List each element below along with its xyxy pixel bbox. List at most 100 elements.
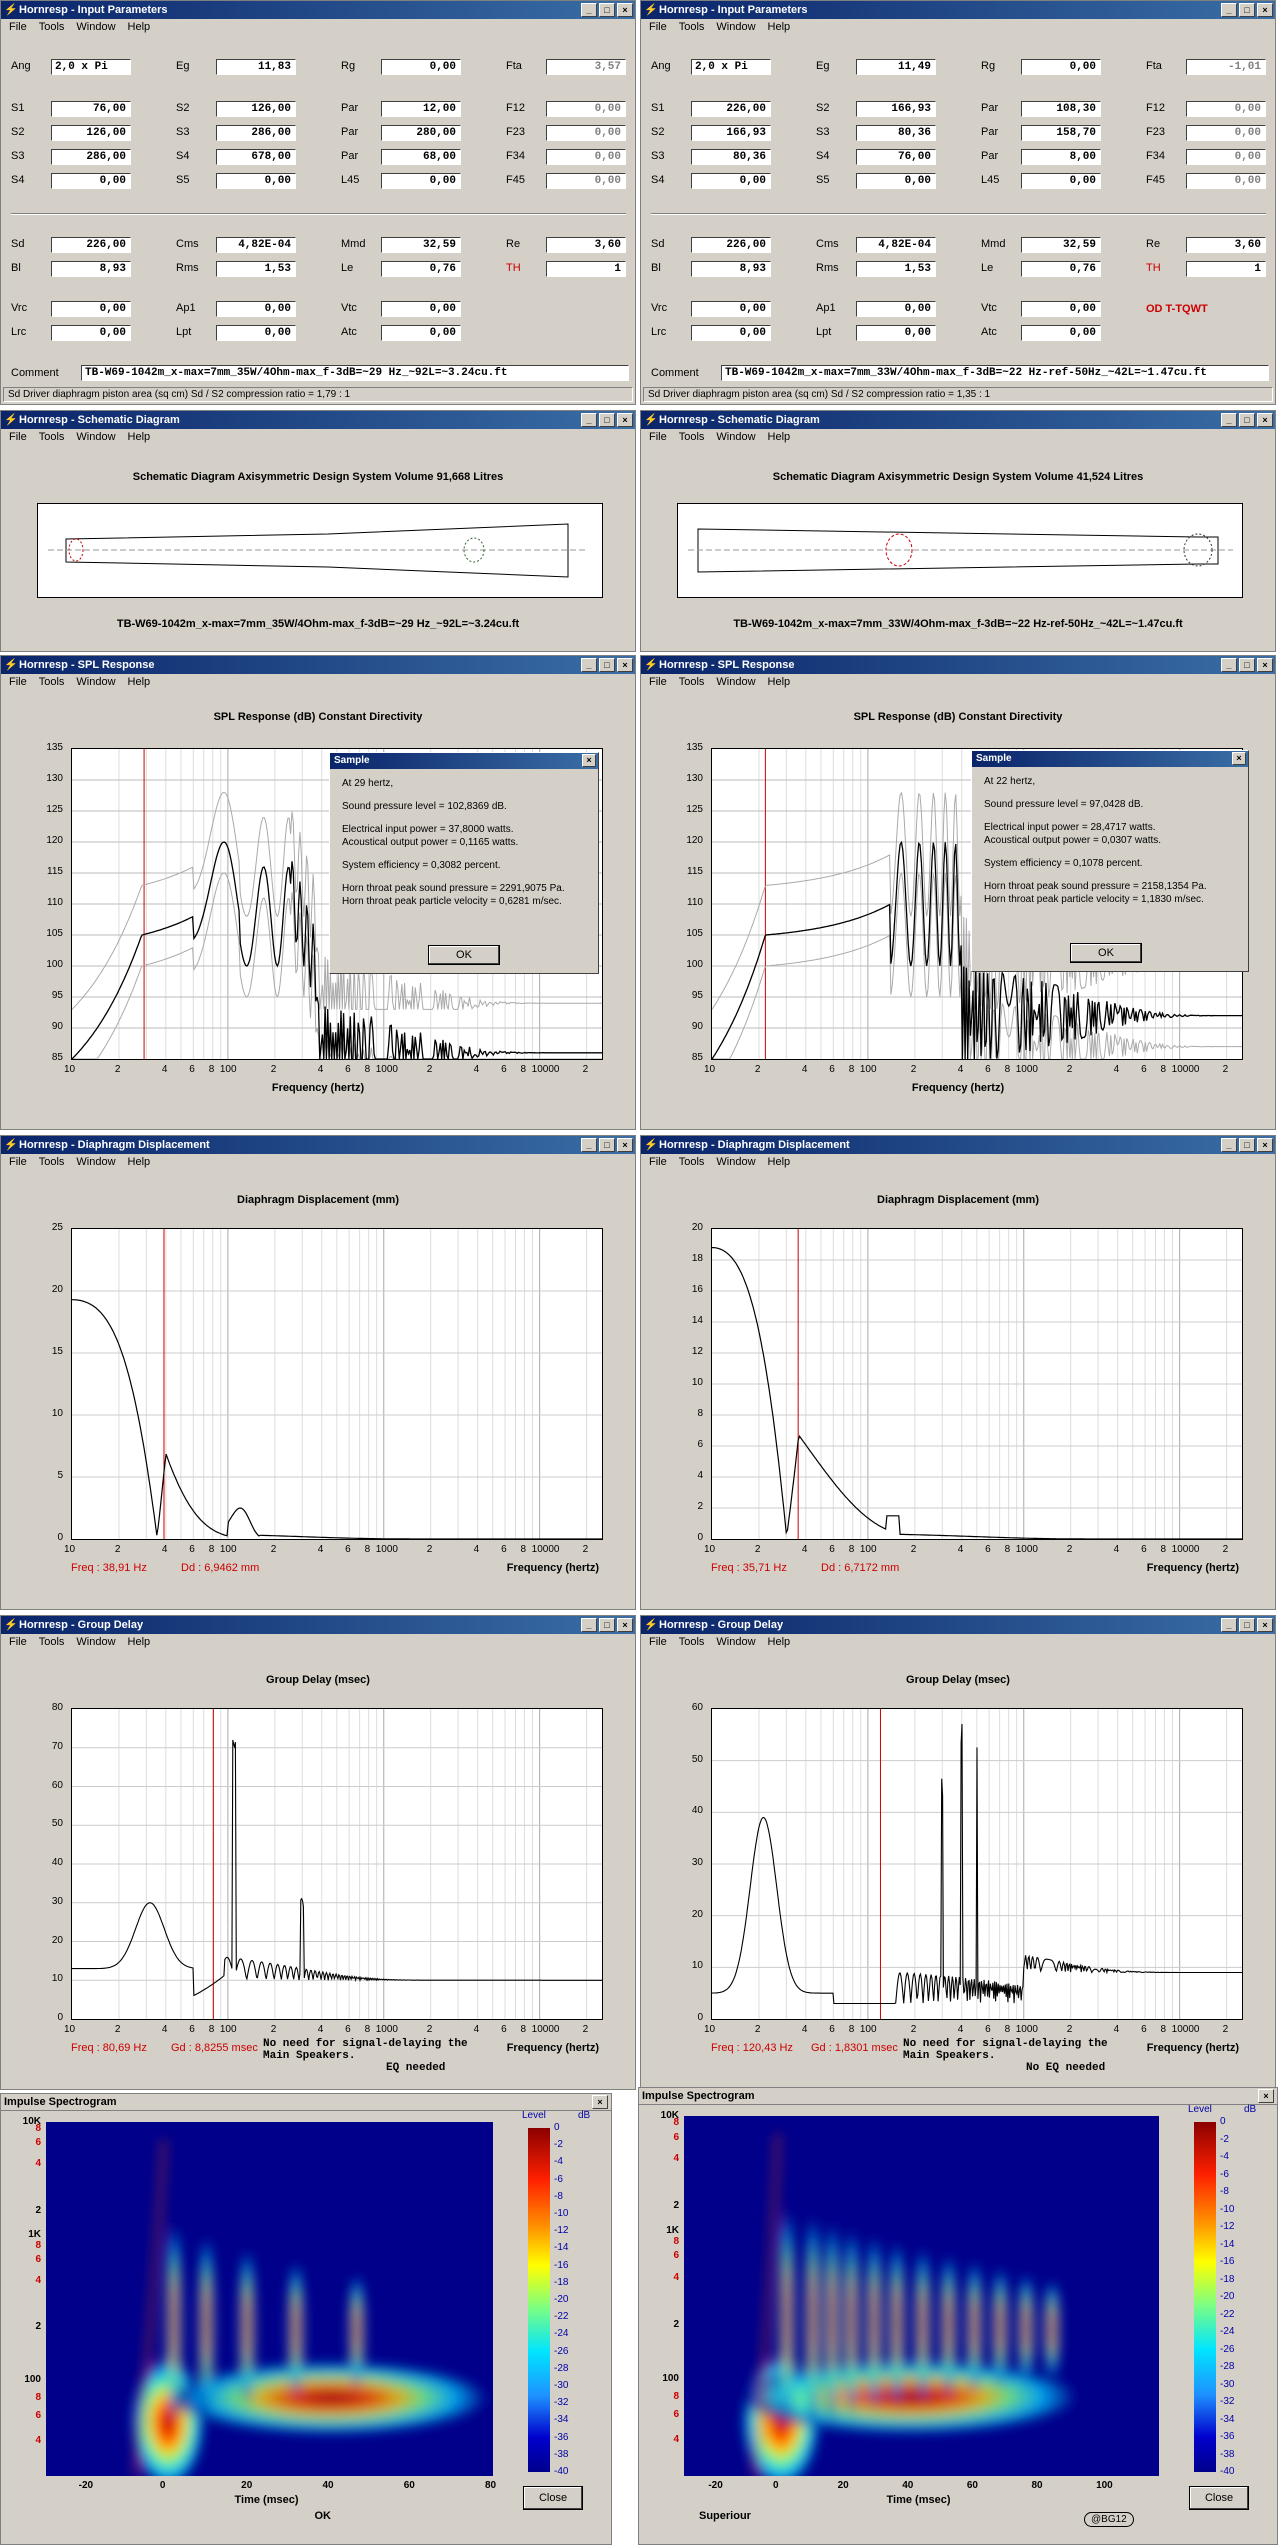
param-field[interactable]: 0,00 <box>691 301 771 317</box>
menu-item-window[interactable]: Window <box>76 431 116 443</box>
menu-item-tools[interactable]: Tools <box>38 1636 65 1648</box>
close-button[interactable]: × <box>592 2095 608 2109</box>
param-field[interactable]: 0,00 <box>381 301 461 317</box>
param-field[interactable]: 4,82E-04 <box>216 237 296 253</box>
param-field[interactable]: 108,30 <box>1021 101 1101 117</box>
param-field[interactable]: 226,00 <box>691 101 771 117</box>
maximize-button[interactable]: □ <box>1239 658 1255 672</box>
param-field[interactable]: 0,00 <box>216 325 296 341</box>
minimize-button[interactable]: _ <box>581 3 597 17</box>
menu-item-help[interactable]: Help <box>767 1636 791 1648</box>
dialog-close-button[interactable]: × <box>1232 752 1246 765</box>
param-field[interactable]: 68,00 <box>381 149 461 165</box>
menu-item-window[interactable]: Window <box>716 1156 756 1168</box>
menu-item-file[interactable]: File <box>9 431 27 443</box>
param-field[interactable]: 8,93 <box>51 261 131 277</box>
maximize-button[interactable]: □ <box>599 413 615 427</box>
dialog-close-button[interactable]: × <box>582 754 596 767</box>
param-field[interactable]: 76,00 <box>856 149 936 165</box>
param-field[interactable]: 1 <box>1186 261 1266 277</box>
minimize-button[interactable]: _ <box>581 1138 597 1152</box>
menu-item-help[interactable]: Help <box>767 1156 791 1168</box>
close-button[interactable]: × <box>617 658 633 672</box>
param-field[interactable]: 0,76 <box>1021 261 1101 277</box>
param-field[interactable]: 80,36 <box>856 125 936 141</box>
param-field[interactable]: 32,59 <box>381 237 461 253</box>
param-field[interactable]: 166,93 <box>856 101 936 117</box>
comment-field[interactable]: TB-W69-1042m_x-max=7mm_33W/4Ohm-max_f-3d… <box>721 365 1269 381</box>
minimize-button[interactable]: _ <box>1221 413 1237 427</box>
menu-item-help[interactable]: Help <box>767 431 791 443</box>
param-field[interactable]: 166,93 <box>691 125 771 141</box>
param-field[interactable]: 80,36 <box>691 149 771 165</box>
menu-item-window[interactable]: Window <box>716 21 756 33</box>
menu-item-help[interactable]: Help <box>127 1636 151 1648</box>
menu-item-window[interactable]: Window <box>76 21 116 33</box>
param-field[interactable]: 0,00 <box>691 325 771 341</box>
param-field[interactable]: 1,53 <box>216 261 296 277</box>
menu-item-help[interactable]: Help <box>127 21 151 33</box>
param-field[interactable]: 0,00 <box>546 149 626 165</box>
param-field[interactable]: 11,83 <box>216 59 296 75</box>
param-field[interactable]: 0,00 <box>381 59 461 75</box>
param-field[interactable]: 0,00 <box>1021 301 1101 317</box>
menu-item-window[interactable]: Window <box>76 676 116 688</box>
param-field[interactable]: 0,00 <box>856 325 936 341</box>
spectro-close-button[interactable]: Close <box>523 2486 583 2510</box>
param-field[interactable]: 2,0 x Pi <box>691 59 771 75</box>
maximize-button[interactable]: □ <box>599 1138 615 1152</box>
param-field[interactable]: 226,00 <box>51 237 131 253</box>
maximize-button[interactable]: □ <box>1239 1618 1255 1632</box>
param-field[interactable]: 0,00 <box>51 325 131 341</box>
param-field[interactable]: 280,00 <box>381 125 461 141</box>
maximize-button[interactable]: □ <box>1239 1138 1255 1152</box>
close-button[interactable]: × <box>1258 2089 1274 2103</box>
menu-item-help[interactable]: Help <box>767 676 791 688</box>
param-field[interactable]: 0,00 <box>1186 125 1266 141</box>
ok-button[interactable]: OK <box>428 945 500 965</box>
close-button[interactable]: × <box>617 1618 633 1632</box>
param-field[interactable]: 0,00 <box>216 301 296 317</box>
param-field[interactable]: 0,00 <box>1186 173 1266 189</box>
menu-item-tools[interactable]: Tools <box>38 431 65 443</box>
param-field[interactable]: 0,00 <box>1186 149 1266 165</box>
maximize-button[interactable]: □ <box>599 658 615 672</box>
param-field[interactable]: 76,00 <box>51 101 131 117</box>
param-field[interactable]: 0,00 <box>856 301 936 317</box>
menu-item-tools[interactable]: Tools <box>678 676 705 688</box>
maximize-button[interactable]: □ <box>1239 413 1255 427</box>
menu-item-file[interactable]: File <box>649 431 667 443</box>
param-field[interactable]: 0,00 <box>1186 101 1266 117</box>
menu-item-help[interactable]: Help <box>767 21 791 33</box>
menu-item-tools[interactable]: Tools <box>678 1156 705 1168</box>
menu-item-file[interactable]: File <box>649 1156 667 1168</box>
param-field[interactable]: 0,00 <box>216 173 296 189</box>
param-field[interactable]: 8,00 <box>1021 149 1101 165</box>
param-field[interactable]: 1 <box>546 261 626 277</box>
param-field[interactable]: 0,00 <box>546 101 626 117</box>
menu-item-file[interactable]: File <box>9 21 27 33</box>
menu-item-window[interactable]: Window <box>716 676 756 688</box>
ok-button[interactable]: OK <box>1070 943 1142 963</box>
maximize-button[interactable]: □ <box>599 3 615 17</box>
param-field[interactable]: 226,00 <box>691 237 771 253</box>
minimize-button[interactable]: _ <box>581 413 597 427</box>
menu-item-tools[interactable]: Tools <box>678 1636 705 1648</box>
minimize-button[interactable]: _ <box>1221 1138 1237 1152</box>
param-field[interactable]: 3,60 <box>546 237 626 253</box>
param-field[interactable]: 2,0 x Pi <box>51 59 131 75</box>
menu-item-window[interactable]: Window <box>716 431 756 443</box>
menu-item-file[interactable]: File <box>649 21 667 33</box>
minimize-button[interactable]: _ <box>1221 658 1237 672</box>
close-button[interactable]: × <box>1257 3 1273 17</box>
menu-item-tools[interactable]: Tools <box>678 431 705 443</box>
menu-item-window[interactable]: Window <box>716 1636 756 1648</box>
param-field[interactable]: 0,00 <box>381 173 461 189</box>
menu-item-tools[interactable]: Tools <box>38 676 65 688</box>
param-field[interactable]: 0,00 <box>1021 325 1101 341</box>
close-button[interactable]: × <box>617 413 633 427</box>
param-field[interactable]: 12,00 <box>381 101 461 117</box>
minimize-button[interactable]: _ <box>1221 1618 1237 1632</box>
param-field[interactable]: 0,00 <box>1021 59 1101 75</box>
comment-field[interactable]: TB-W69-1042m_x-max=7mm_35W/4Ohm-max_f-3d… <box>81 365 629 381</box>
